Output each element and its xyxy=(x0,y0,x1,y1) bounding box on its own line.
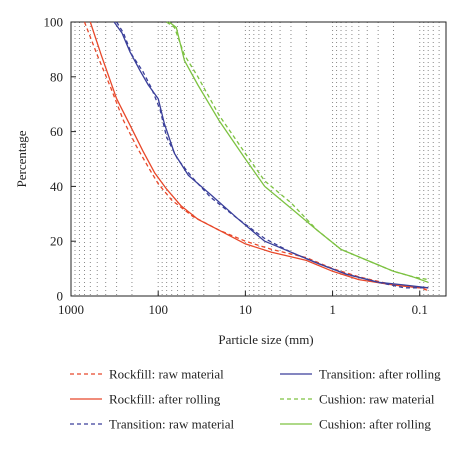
x-tick-label: 100 xyxy=(148,302,168,317)
legend-label-0: Rockfill: raw material xyxy=(109,367,224,382)
series-line-2 xyxy=(116,21,429,289)
series-line-5 xyxy=(168,21,429,283)
series-group xyxy=(83,21,429,292)
series-line-3 xyxy=(113,21,429,289)
x-tick-label: 10 xyxy=(239,302,252,317)
x-tick-label: 0.1 xyxy=(412,302,428,317)
y-tick-label: 60 xyxy=(50,124,63,139)
series-line-4 xyxy=(166,21,429,281)
legend-label-2: Transition: raw material xyxy=(109,417,235,432)
plot-frame xyxy=(70,21,447,297)
y-tick-label: 20 xyxy=(50,234,63,249)
x-axis-label: Particle size (mm) xyxy=(218,332,313,347)
y-axis-label: Percentage xyxy=(14,130,29,187)
x-tick-label: 1000 xyxy=(58,302,84,317)
y-tick-label: 0 xyxy=(57,289,64,304)
y-tick-label: 100 xyxy=(44,15,64,30)
legend-label-1: Rockfill: after rolling xyxy=(109,392,221,407)
legend: Rockfill: raw material Rockfill: after ro… xyxy=(70,367,441,432)
legend-label-4: Cushion: raw material xyxy=(319,392,435,407)
grid xyxy=(74,22,440,296)
y-tick-label: 80 xyxy=(50,69,63,84)
legend-label-5: Cushion: after rolling xyxy=(319,417,431,432)
x-tick-label: 1 xyxy=(329,302,336,317)
axis-ticks: 1000 100 10 1 0.1 0 20 40 60 80 100 xyxy=(44,15,428,318)
legend-label-3: Transition: after rolling xyxy=(319,367,441,382)
series-line-1 xyxy=(89,21,429,289)
y-tick-label: 40 xyxy=(50,179,63,194)
